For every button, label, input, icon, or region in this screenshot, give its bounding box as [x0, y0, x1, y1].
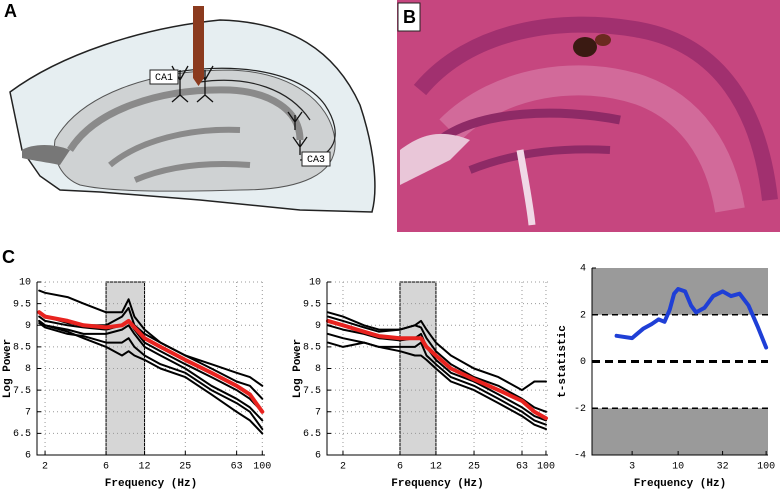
hippocampus-diagram: CA1 CA3 [9, 6, 376, 213]
y-tick-label: 7.5 [303, 386, 321, 397]
y-tick-label: -2 [574, 404, 586, 415]
y-tick-label: 8.5 [13, 343, 31, 354]
x-axis-label: Frequency (Hz) [634, 478, 726, 490]
y-tick-label: 6.5 [13, 429, 31, 440]
y-tick-label: 4 [580, 264, 586, 275]
data-line [327, 341, 547, 431]
y-tick-label: 7 [25, 407, 31, 418]
x-tick-label: 32 [717, 462, 729, 473]
x-tick-label: 12 [430, 462, 442, 473]
x-tick-label: 63 [231, 462, 243, 473]
x-tick-label: 2 [42, 462, 48, 473]
x-tick-label: 10 [672, 462, 684, 473]
data-line [38, 322, 264, 431]
x-axis-label: Frequency (Hz) [391, 478, 483, 490]
y-axis-label: Log Power [2, 339, 14, 398]
x-tick-label: 100 [253, 462, 271, 473]
data-line [37, 310, 265, 414]
x-tick-label: 6 [397, 462, 403, 473]
y-tick-label: 8 [315, 364, 321, 375]
y-tick-label: 9 [315, 321, 321, 332]
x-tick-label: 25 [179, 462, 191, 473]
x-tick-label: 3 [629, 462, 635, 473]
data-line [326, 318, 548, 421]
panel-label-box [397, 2, 421, 32]
histology-image [397, 0, 780, 232]
axis [36, 282, 265, 456]
panel-label: C [2, 247, 15, 267]
y-tick-label: 8 [25, 364, 31, 375]
frequency-band [399, 281, 437, 456]
y-tick-label: 9.5 [13, 299, 31, 310]
x-tick-label: 100 [537, 462, 555, 473]
y-tick-label: -4 [574, 451, 586, 462]
y-tick-label: 9.5 [303, 299, 321, 310]
panel-label: B [403, 7, 416, 27]
region-label: CA3 [307, 155, 325, 166]
region-label: CA1 [155, 73, 173, 84]
data-line [327, 315, 547, 413]
y-tick-label: 7.5 [13, 386, 31, 397]
axis [326, 282, 548, 456]
axis [591, 268, 768, 456]
x-tick-label: 12 [139, 462, 151, 473]
y-axis-label: Log Power [292, 339, 304, 398]
x-tick-label: 6 [103, 462, 109, 473]
y-tick-label: 6.5 [303, 429, 321, 440]
y-tick-label: 8.5 [303, 343, 321, 354]
y-axis-label: t-statistic [557, 325, 569, 398]
x-tick-label: 25 [468, 462, 480, 473]
panel-label: A [4, 1, 17, 21]
y-tick-label: 9 [25, 321, 31, 332]
y-tick-label: 7 [315, 407, 321, 418]
data-line [38, 289, 264, 387]
data-line [327, 311, 547, 392]
x-tick-label: 100 [757, 462, 775, 473]
panel-label-box [2, 2, 18, 24]
y-tick-label: 6 [315, 451, 321, 462]
data-line [38, 319, 264, 435]
y-tick-label: 6 [25, 451, 31, 462]
y-tick-label: 0 [580, 357, 586, 368]
y-tick-label: 10 [309, 278, 321, 289]
shade [592, 408, 768, 455]
x-tick-label: 2 [340, 462, 346, 473]
y-tick-label: 10 [19, 278, 31, 289]
y-tick-label: 2 [580, 310, 586, 321]
data-line [38, 319, 264, 422]
x-tick-label: 63 [516, 462, 528, 473]
x-axis-label: Frequency (Hz) [105, 478, 197, 490]
data-line [614, 287, 769, 350]
